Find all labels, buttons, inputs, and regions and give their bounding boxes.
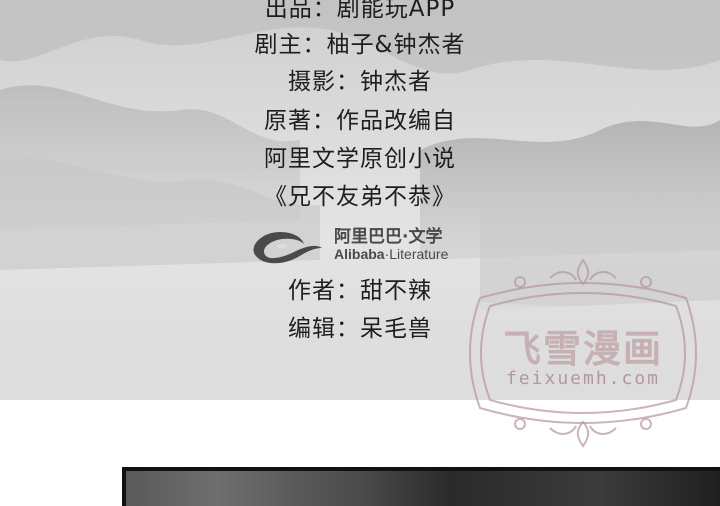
credit-novel-title: 《兄不友弟不恭》: [264, 184, 456, 210]
credit-original: 原著：作品改编自: [264, 108, 456, 134]
watermark-en: feixuemh.com: [505, 368, 661, 389]
logo-en-rest: ·Literature: [384, 246, 449, 262]
ink-wash-background: [0, 0, 720, 400]
watermark-frame-icon: [469, 258, 697, 448]
comic-panel-image: [126, 471, 720, 506]
site-watermark: 飞雪漫画 feixuemh.com: [450, 258, 716, 448]
watermark-cn: 飞雪漫画: [502, 327, 663, 371]
credit-screenwriter: 剧主：柚子&钟杰者: [254, 32, 466, 58]
alibaba-logo-icon: [253, 232, 322, 264]
comic-panel-top: [122, 467, 720, 506]
alibaba-literature-logo: 阿里巴巴·文学 Alibaba·Literature: [250, 222, 490, 268]
credit-producer: 出品：剧能玩APP: [264, 0, 456, 22]
ink-mountains: [0, 0, 720, 400]
credit-author: 作者：甜不辣: [288, 278, 432, 304]
logo-en-bold: Alibaba: [334, 246, 385, 262]
logo-en-text: Alibaba·Literature: [334, 246, 448, 262]
credit-source: 阿里文学原创小说: [264, 146, 456, 172]
credit-photography: 摄影：钟杰者: [288, 69, 432, 95]
logo-cn-text: 阿里巴巴·文学: [334, 227, 443, 247]
credit-editor: 编辑：呆毛兽: [288, 316, 432, 342]
